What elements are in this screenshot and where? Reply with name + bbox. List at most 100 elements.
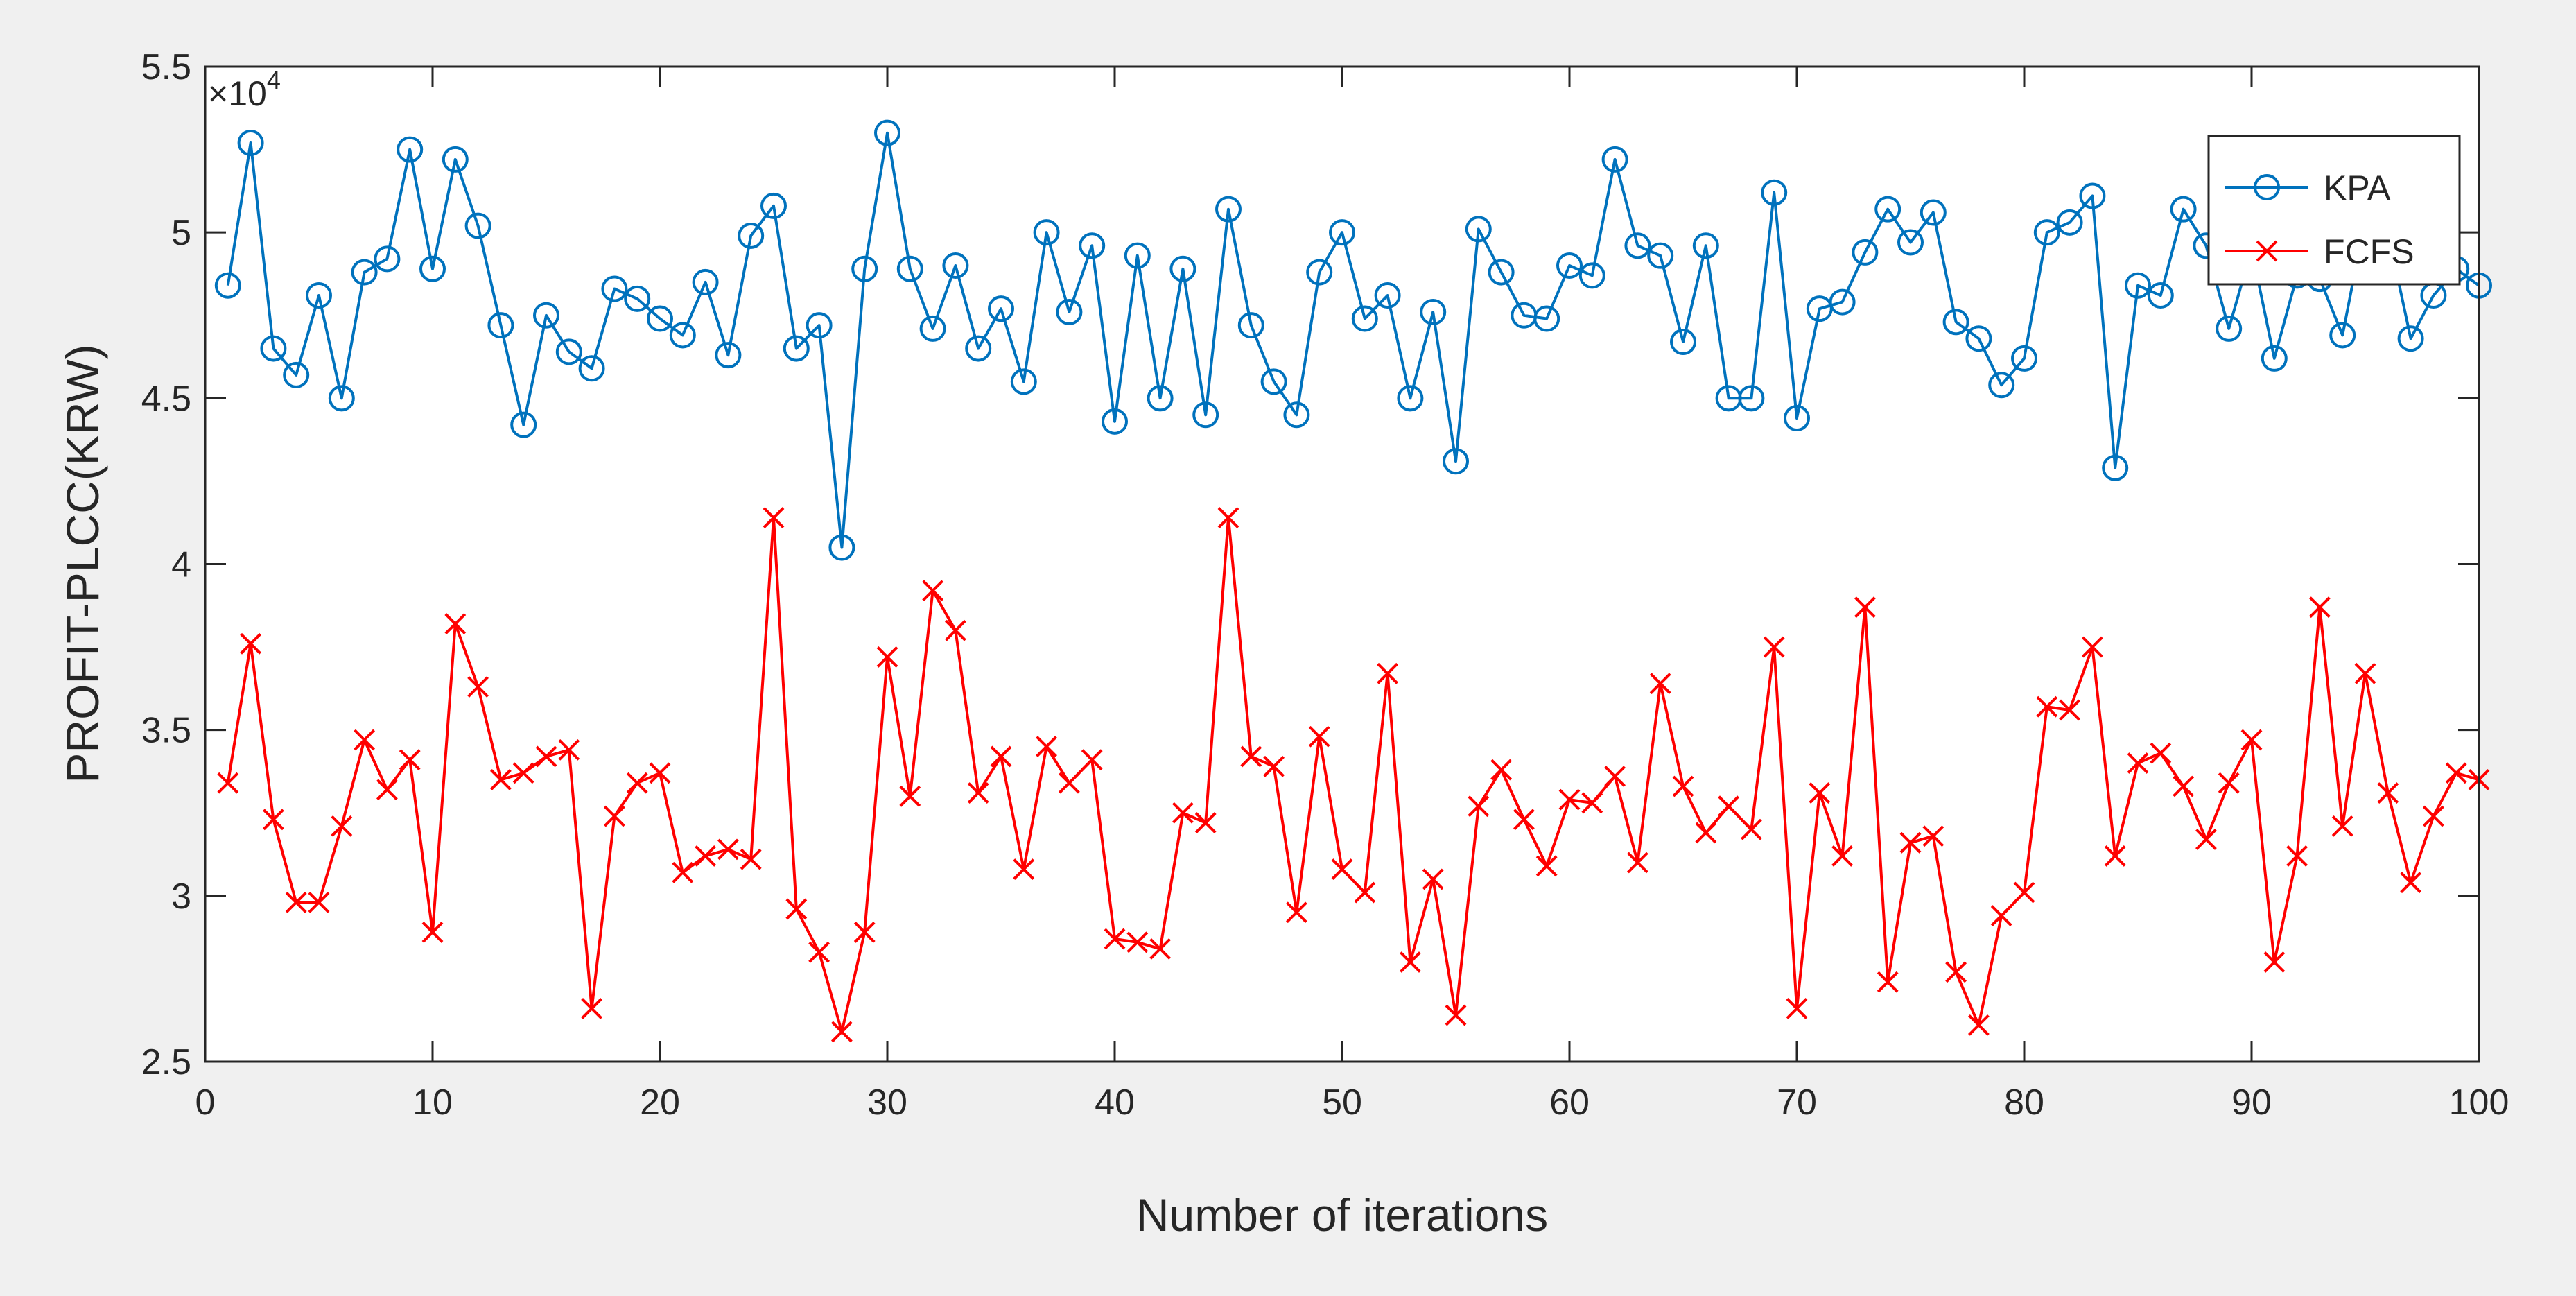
series-line-fcfs: [226, 516, 2480, 1033]
data-point-kpa: [806, 312, 833, 339]
data-point-kpa: [328, 385, 355, 412]
data-point-kpa: [919, 315, 946, 342]
data-point-kpa: [601, 275, 628, 302]
data-point-fcfs: [1036, 736, 1058, 757]
data-point-kpa: [783, 335, 810, 362]
y-axis-ticks: 2.5 3 3.5 4 4.5 5 5.5: [141, 47, 2479, 1082]
data-point-fcfs: [1967, 1014, 1990, 1036]
data-point-fcfs: [262, 809, 284, 831]
data-point-kpa: [2397, 325, 2424, 352]
data-point-kpa: [2079, 182, 2106, 209]
data-point-fcfs: [1217, 507, 1239, 528]
data-point-kpa: [1306, 259, 1333, 286]
data-point-fcfs: [512, 762, 534, 784]
plot-area: [205, 67, 2479, 1062]
data-point-fcfs: [1535, 855, 1558, 877]
data-point-kpa: [1465, 216, 1492, 243]
data-point-fcfs: [1445, 1004, 1467, 1026]
data-point-fcfs: [2445, 762, 2467, 784]
x-tick-label: 100: [2449, 1082, 2509, 1123]
data-point-fcfs: [1422, 868, 1444, 890]
data-point-kpa: [1874, 196, 1901, 223]
data-point-kpa: [896, 255, 923, 282]
data-point-fcfs: [421, 922, 444, 943]
data-point-fcfs: [1104, 928, 1126, 950]
data-point-fcfs: [990, 745, 1012, 768]
data-point-fcfs: [2104, 845, 2126, 867]
x-axis-label: Number of iterations: [1136, 1189, 1548, 1241]
data-point-fcfs: [785, 898, 808, 920]
data-point-kpa: [715, 342, 742, 369]
data-point-kpa: [578, 355, 605, 382]
data-point-fcfs: [1626, 852, 1648, 874]
data-point-kpa: [760, 192, 787, 219]
series-line-kpa: [226, 131, 2480, 549]
data-point-kpa: [1374, 282, 1401, 309]
data-point-kpa: [692, 268, 719, 295]
data-point-fcfs: [2286, 845, 2308, 867]
data-point-kpa: [1351, 305, 1378, 332]
data-point-kpa: [1420, 298, 1447, 325]
data-point-fcfs: [2263, 951, 2286, 973]
data-point-fcfs: [399, 749, 421, 771]
y-tick-label: 3: [171, 876, 191, 917]
data-point-kpa: [1578, 262, 1605, 289]
data-point-kpa: [2011, 345, 2037, 372]
x-tick-label: 70: [1777, 1082, 1817, 1123]
data-point-kpa: [669, 322, 696, 349]
data-point-fcfs: [1194, 812, 1217, 834]
data-point-fcfs: [922, 580, 944, 602]
data-point-kpa: [2125, 272, 2151, 299]
data-point-fcfs: [899, 785, 921, 807]
data-point-kpa: [851, 255, 878, 282]
data-point-kpa: [965, 335, 992, 362]
data-point-fcfs: [1308, 725, 1330, 748]
data-point-fcfs: [1285, 901, 1307, 924]
data-point-fcfs: [489, 769, 512, 790]
data-point-kpa: [1692, 232, 1719, 259]
data-point-kpa: [2170, 196, 2197, 223]
data-point-kpa: [1102, 408, 1128, 435]
data-point-fcfs: [2081, 636, 2103, 658]
data-point-fcfs: [1740, 818, 1762, 840]
legend-box: [2207, 135, 2461, 286]
data-point-fcfs: [717, 838, 739, 861]
data-point-kpa: [2261, 345, 2288, 372]
data-point-kpa: [464, 212, 491, 239]
data-point-fcfs: [467, 676, 489, 698]
data-point-fcfs: [285, 891, 307, 913]
data-point-kpa: [2216, 315, 2243, 342]
data-point-fcfs: [944, 619, 966, 641]
data-point-kpa: [397, 136, 424, 163]
y-tick-label: 2.5: [141, 1042, 191, 1082]
data-point-kpa: [1147, 385, 1174, 412]
data-point-kpa: [2147, 282, 2174, 309]
x-tick-label: 30: [867, 1082, 907, 1123]
legend: KPA FCFS: [2207, 135, 2461, 286]
data-point-fcfs: [1331, 858, 1353, 880]
data-point-fcfs: [2308, 596, 2331, 619]
x-tick-label: 50: [1322, 1082, 1362, 1123]
data-point-fcfs: [2218, 772, 2240, 794]
data-point-kpa: [1488, 259, 1515, 286]
data-point-fcfs: [1490, 759, 1513, 781]
y-axis-label: PROFIT-PLCC(KRW): [57, 344, 108, 783]
data-point-kpa: [1397, 385, 1424, 412]
data-point-fcfs: [876, 646, 898, 668]
data-point-fcfs: [1377, 662, 1399, 684]
data-point-kpa: [874, 119, 900, 146]
data-point-fcfs: [967, 782, 989, 804]
data-point-kpa: [533, 302, 559, 329]
data-point-kpa: [1124, 242, 1151, 269]
data-point-fcfs: [240, 632, 262, 655]
data-point-kpa: [624, 285, 651, 312]
data-point-kpa: [1738, 385, 1765, 412]
data-point-fcfs: [2377, 782, 2399, 804]
data-point-kpa: [306, 282, 332, 309]
data-point-fcfs: [1081, 749, 1103, 771]
data-point-kpa: [374, 245, 401, 273]
data-point-kpa: [1010, 368, 1037, 395]
data-point-fcfs: [2354, 662, 2376, 684]
data-point-kpa: [351, 259, 378, 286]
data-point-fcfs: [808, 941, 830, 963]
